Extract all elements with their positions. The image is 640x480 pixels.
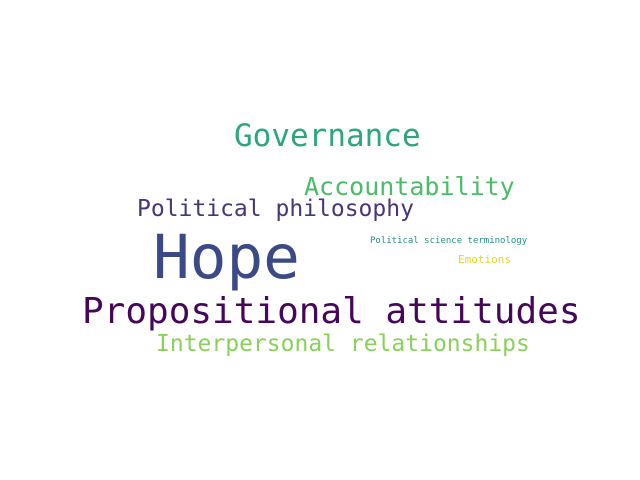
word-emotions: Emotions bbox=[458, 253, 511, 266]
word-accountability: Accountability bbox=[304, 172, 515, 201]
word-hope: Hope bbox=[153, 222, 300, 293]
word-governance: Governance bbox=[234, 118, 421, 154]
word-propositional-attitudes: Propositional attitudes bbox=[82, 291, 581, 332]
word-political-philosophy: Political philosophy bbox=[137, 196, 414, 222]
word-political-science-terminology: Political science terminology bbox=[370, 236, 528, 246]
word-interpersonal-relationships: Interpersonal relationships bbox=[156, 331, 530, 357]
